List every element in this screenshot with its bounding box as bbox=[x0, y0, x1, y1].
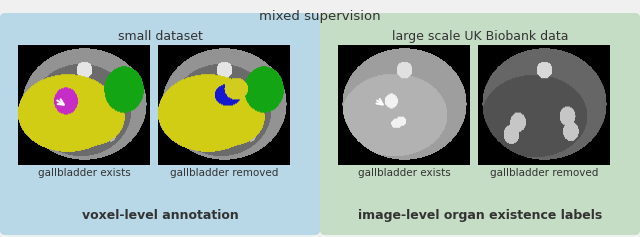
Text: mixed supervision: mixed supervision bbox=[259, 10, 381, 23]
Text: gallbladder exists: gallbladder exists bbox=[358, 168, 451, 178]
Text: gallbladder removed: gallbladder removed bbox=[490, 168, 598, 178]
Text: gallbladder removed: gallbladder removed bbox=[170, 168, 278, 178]
FancyBboxPatch shape bbox=[0, 13, 320, 235]
FancyBboxPatch shape bbox=[320, 13, 640, 235]
Text: large scale UK Biobank data: large scale UK Biobank data bbox=[392, 30, 568, 43]
Text: image-level organ existence labels: image-level organ existence labels bbox=[358, 209, 602, 222]
Text: small dataset: small dataset bbox=[118, 30, 202, 43]
Text: gallbladder exists: gallbladder exists bbox=[38, 168, 131, 178]
Text: voxel-level annotation: voxel-level annotation bbox=[82, 209, 238, 222]
